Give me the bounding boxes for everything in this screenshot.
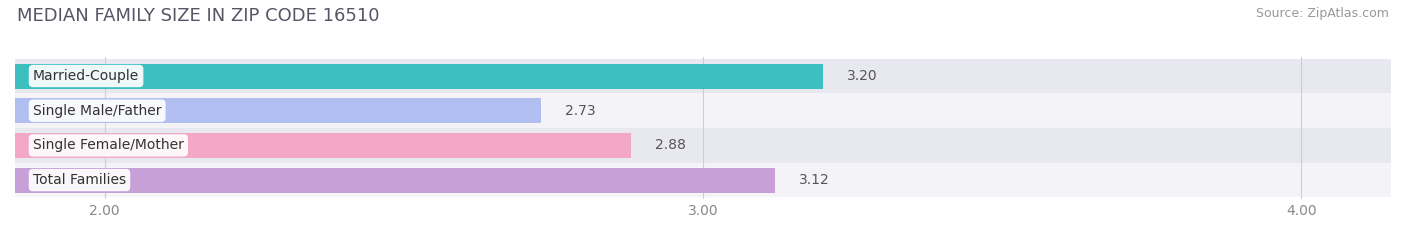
Bar	[15, 163, 1391, 197]
Text: Source: ZipAtlas.com: Source: ZipAtlas.com	[1256, 7, 1389, 20]
Text: 2.73: 2.73	[565, 104, 596, 118]
Bar	[15, 93, 1391, 128]
Text: 3.12: 3.12	[799, 173, 830, 187]
Text: Single Male/Father: Single Male/Father	[32, 104, 162, 118]
Bar	[15, 128, 1391, 163]
Bar	[15, 168, 775, 192]
Bar	[15, 98, 541, 123]
Text: 3.20: 3.20	[846, 69, 877, 83]
Bar	[15, 133, 631, 158]
Bar	[15, 59, 1391, 93]
Text: 2.88: 2.88	[655, 138, 686, 152]
Text: MEDIAN FAMILY SIZE IN ZIP CODE 16510: MEDIAN FAMILY SIZE IN ZIP CODE 16510	[17, 7, 380, 25]
Bar	[15, 64, 823, 89]
Text: Total Families: Total Families	[32, 173, 127, 187]
Text: Single Female/Mother: Single Female/Mother	[32, 138, 184, 152]
Text: Married-Couple: Married-Couple	[32, 69, 139, 83]
